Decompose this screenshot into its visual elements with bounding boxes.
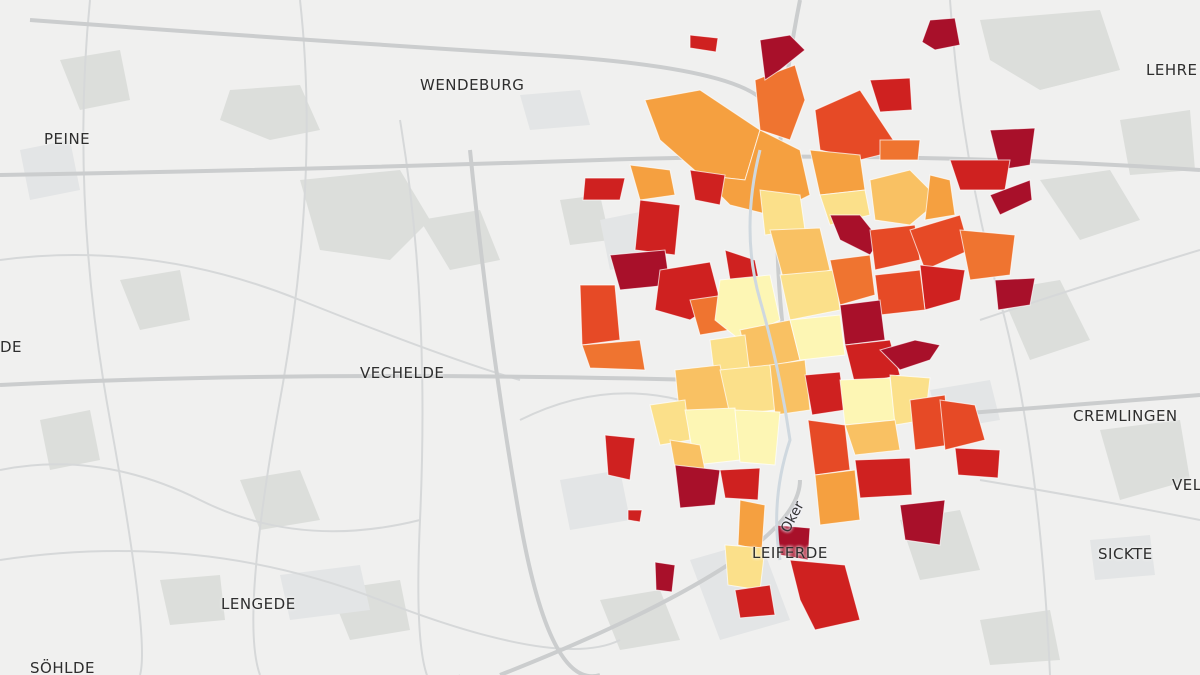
district[interactable]	[839, 299, 886, 346]
district[interactable]	[634, 199, 681, 256]
district[interactable]	[627, 509, 643, 523]
district[interactable]	[804, 371, 846, 416]
district[interactable]	[869, 224, 921, 271]
district[interactable]	[989, 179, 1033, 216]
district[interactable]	[844, 419, 901, 456]
place-label-sickte: SICKTE	[1098, 545, 1153, 563]
district[interactable]	[854, 457, 913, 499]
district[interactable]	[899, 499, 946, 546]
district[interactable]	[789, 559, 861, 631]
district-choropleth	[579, 17, 1036, 631]
place-label-leiferde: LEIFERDE	[752, 544, 828, 562]
district[interactable]	[954, 447, 1001, 479]
district[interactable]	[719, 467, 761, 501]
district[interactable]	[689, 34, 719, 53]
place-label-soehlde: SÖHLDE	[30, 659, 95, 675]
district[interactable]	[839, 377, 896, 426]
district[interactable]	[654, 561, 676, 593]
district[interactable]	[629, 164, 676, 201]
place-label-cremlingen: CREMLINGEN	[1073, 407, 1178, 425]
district[interactable]	[814, 469, 861, 526]
district[interactable]	[604, 434, 636, 481]
district[interactable]	[939, 399, 986, 451]
district[interactable]	[874, 269, 926, 316]
district[interactable]	[949, 159, 1011, 191]
place-label-lehre: LEHRE	[1146, 61, 1198, 79]
district[interactable]	[759, 34, 806, 81]
district[interactable]	[754, 64, 806, 141]
district[interactable]	[869, 77, 913, 113]
district[interactable]	[869, 169, 941, 226]
river-oker	[748, 149, 792, 561]
district[interactable]	[582, 177, 626, 201]
place-label-vechelde: VECHELDE	[360, 364, 445, 382]
district[interactable]	[779, 269, 841, 321]
place-label-edge-left: DE	[0, 338, 23, 356]
district[interactable]	[719, 364, 776, 416]
district[interactable]	[924, 174, 956, 221]
place-label-peine: PEINE	[44, 130, 91, 148]
district[interactable]	[674, 464, 721, 509]
district[interactable]	[959, 229, 1016, 281]
district[interactable]	[689, 169, 726, 206]
district[interactable]	[789, 314, 846, 361]
district[interactable]	[879, 339, 941, 371]
place-label-lengede: LENGEDE	[221, 595, 296, 613]
place-label-edge-right: VEL	[1172, 476, 1200, 494]
district[interactable]	[769, 359, 811, 416]
district[interactable]	[809, 149, 866, 196]
forest-areas	[40, 10, 1195, 665]
place-label-wendeburg: WENDEBURG	[420, 76, 525, 94]
district[interactable]	[734, 584, 776, 619]
district[interactable]	[807, 419, 851, 476]
district[interactable]	[759, 189, 806, 236]
district[interactable]	[581, 339, 646, 371]
district[interactable]	[879, 139, 921, 161]
district[interactable]	[734, 409, 781, 466]
district[interactable]	[921, 17, 961, 51]
district[interactable]	[579, 284, 621, 346]
district[interactable]	[829, 254, 876, 306]
district[interactable]	[994, 277, 1036, 311]
district[interactable]	[737, 499, 766, 551]
